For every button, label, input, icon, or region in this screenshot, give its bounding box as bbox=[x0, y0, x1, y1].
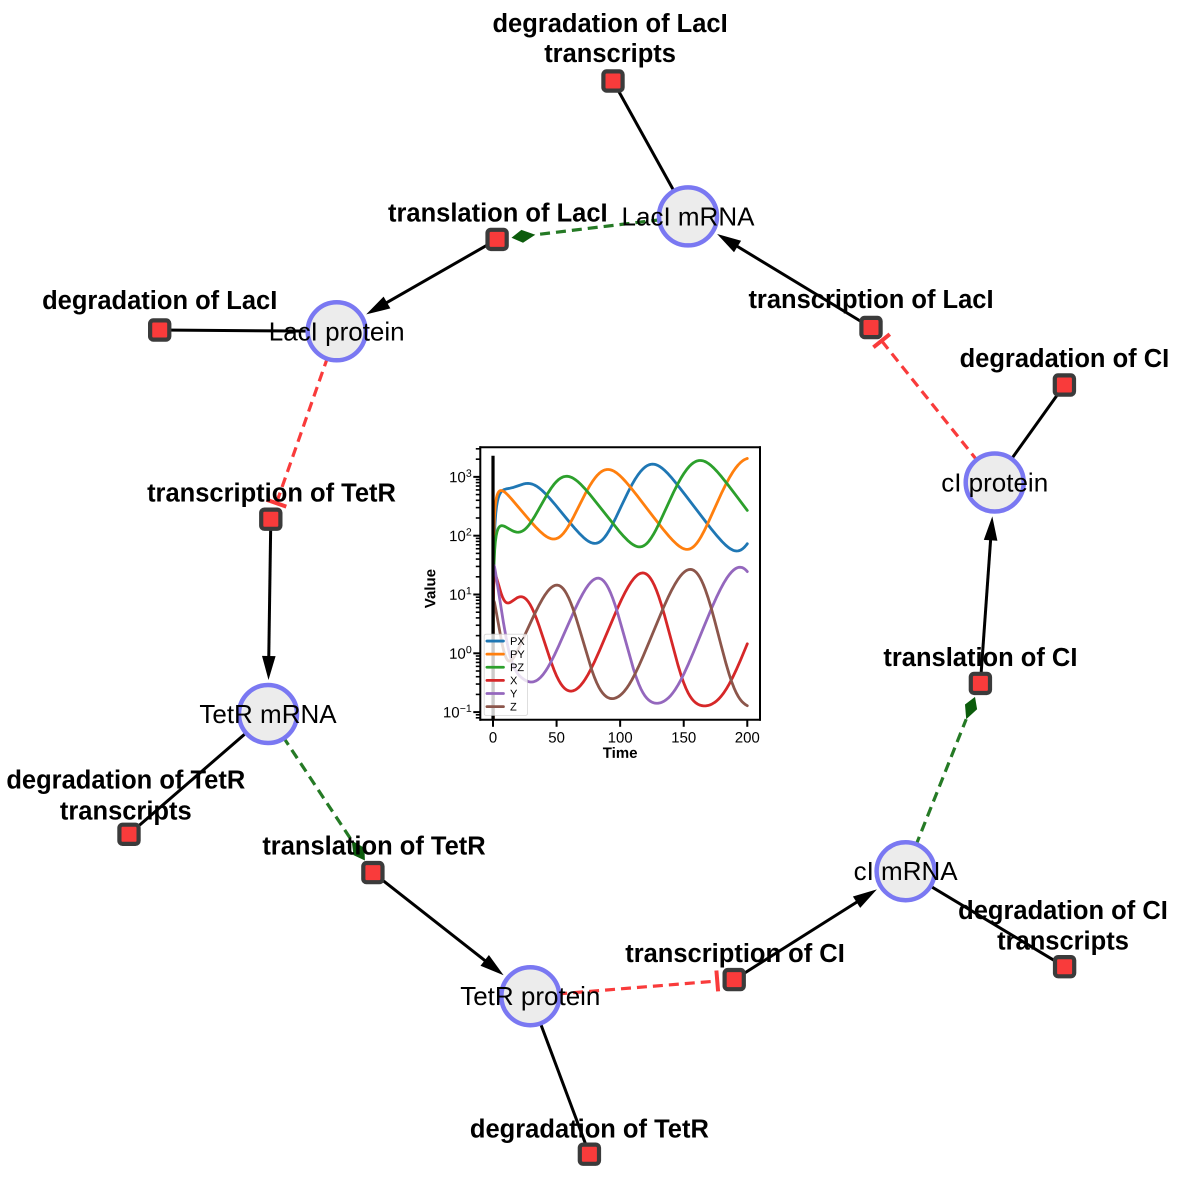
svg-text:LacI mRNA: LacI mRNA bbox=[622, 201, 756, 231]
svg-text:degradation of TetR: degradation of TetR bbox=[6, 767, 245, 795]
svg-text:TetR mRNA: TetR mRNA bbox=[199, 699, 337, 729]
svg-text:cI mRNA: cI mRNA bbox=[854, 856, 959, 886]
svg-text:degradation of CI: degradation of CI bbox=[960, 345, 1170, 373]
svg-text:transcripts: transcripts bbox=[997, 927, 1129, 955]
svg-text:transcription of TetR: transcription of TetR bbox=[147, 480, 396, 508]
svg-text:transcription of LacI: transcription of LacI bbox=[748, 286, 993, 314]
svg-text:degradation of LacI: degradation of LacI bbox=[42, 287, 277, 315]
svg-text:transcripts: transcripts bbox=[544, 40, 676, 68]
svg-text:translation of TetR: translation of TetR bbox=[262, 832, 485, 860]
svg-text:degradation of LacI: degradation of LacI bbox=[492, 10, 727, 38]
svg-text:translation of CI: translation of CI bbox=[883, 644, 1077, 672]
svg-text:LacI protein: LacI protein bbox=[269, 316, 405, 346]
svg-text:translation of LacI: translation of LacI bbox=[388, 200, 608, 228]
svg-text:TetR protein: TetR protein bbox=[460, 981, 600, 1011]
svg-text:cI protein: cI protein bbox=[941, 468, 1048, 498]
svg-text:degradation of CI: degradation of CI bbox=[958, 897, 1168, 925]
svg-text:transcription of CI: transcription of CI bbox=[625, 940, 845, 968]
svg-text:degradation of TetR: degradation of TetR bbox=[470, 1116, 709, 1144]
svg-text:transcripts: transcripts bbox=[60, 797, 192, 825]
